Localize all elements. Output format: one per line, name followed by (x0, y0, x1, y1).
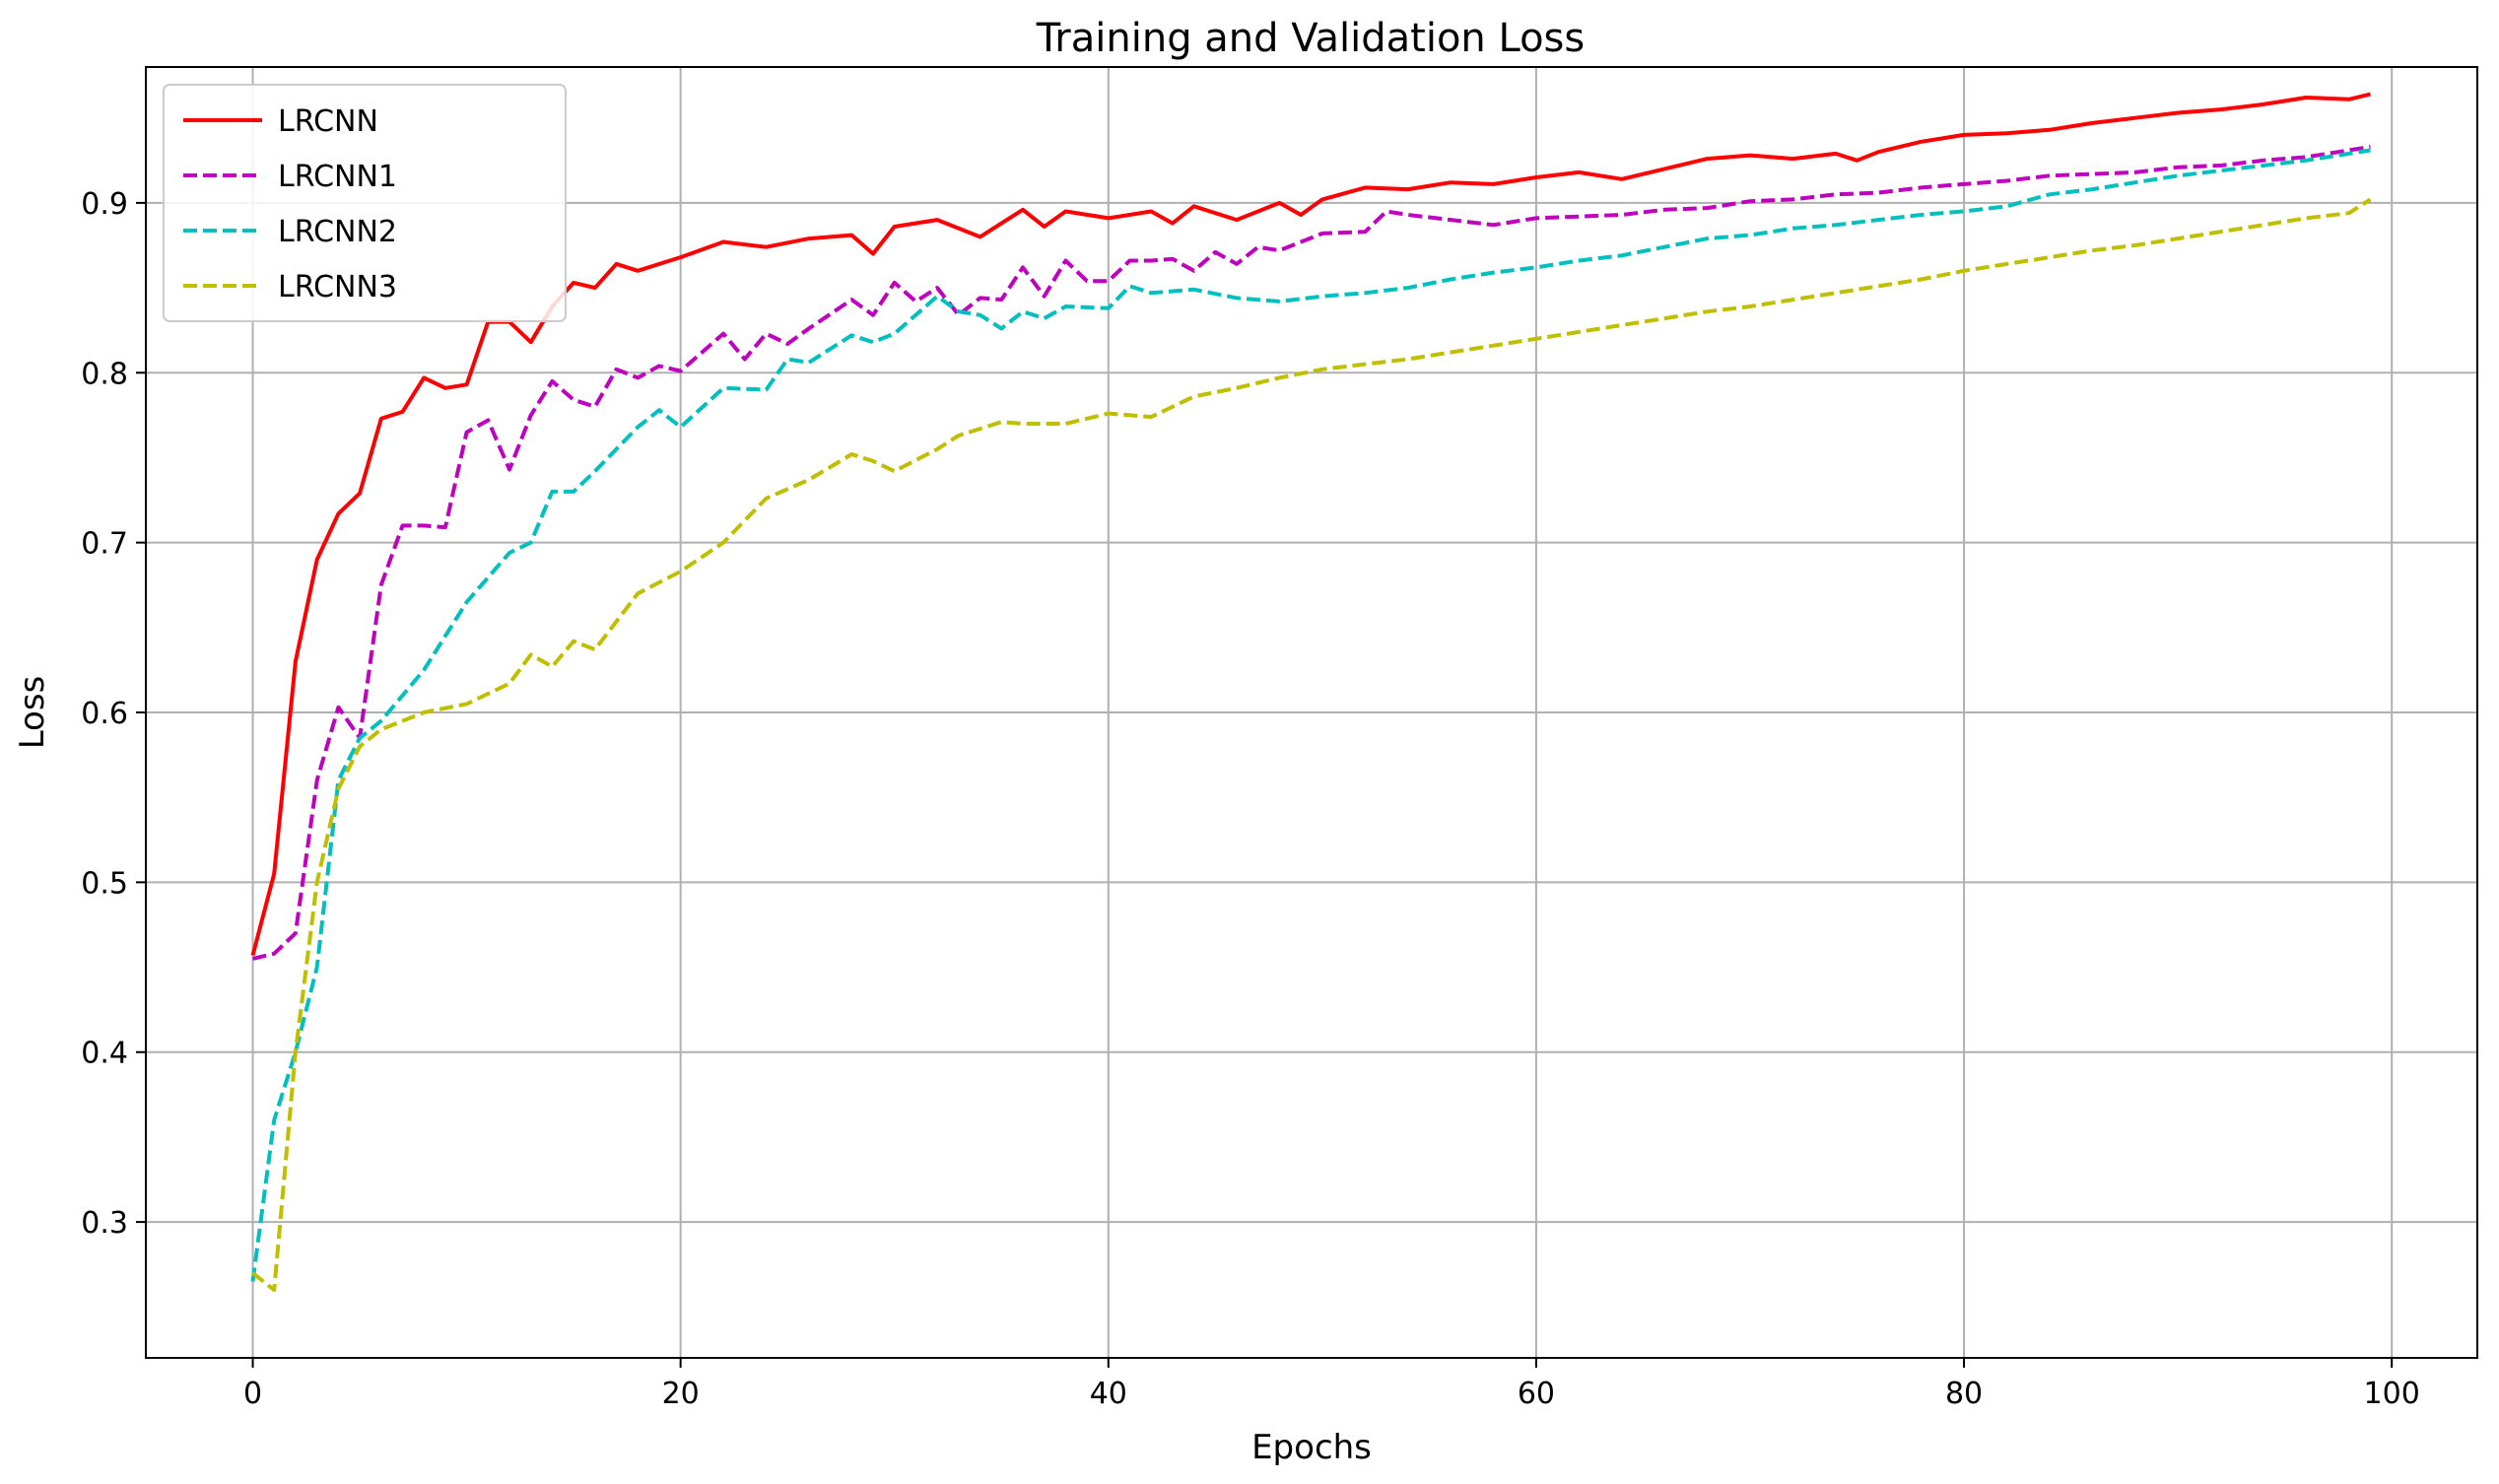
x-axis-label: Epochs (1251, 1428, 1372, 1467)
x-tick-label: 40 (1090, 1377, 1127, 1411)
legend-box (163, 84, 567, 322)
x-tick-label: 0 (243, 1377, 262, 1411)
x-tick-label: 60 (1518, 1377, 1555, 1411)
y-tick-label: 0.4 (81, 1037, 128, 1071)
y-tick-label: 0.7 (81, 527, 128, 562)
x-tick-label: 80 (1945, 1377, 1983, 1411)
y-tick-label: 0.5 (81, 866, 128, 901)
series-lines (250, 92, 2372, 1293)
y-tick-label: 0.6 (81, 697, 128, 731)
grid (146, 67, 2477, 1358)
legend-label-lrcnn2: LRCNN2 (278, 215, 397, 249)
series-line-lrcnn2 (250, 148, 2371, 1282)
x-tick-label: 100 (2364, 1377, 2420, 1411)
series-line-lrcnn3 (251, 197, 2372, 1293)
legend: LRCNN LRCNN1 LRCNN2 LRCNN3 (163, 84, 567, 322)
legend-label-lrcnn: LRCNN (278, 104, 378, 139)
legend-label-lrcnn1: LRCNN1 (278, 160, 397, 194)
legend-label-lrcnn3: LRCNN3 (278, 270, 397, 304)
y-tick-label: 0.8 (81, 357, 128, 391)
series-line-lrcnn (250, 92, 2371, 957)
y-tick-label: 0.9 (81, 187, 128, 222)
x-tick-label: 20 (662, 1377, 700, 1411)
y-axis-label: Loss (13, 676, 52, 750)
series-line-lrcnn1 (252, 145, 2371, 961)
y-tick-label: 0.3 (81, 1206, 128, 1241)
chart-title: Training and Validation Loss (1036, 16, 1585, 61)
ticks: 0 20 40 60 80 100 0.3 0.4 0.5 0.6 0.7 0.8 0.9 (81, 187, 2420, 1411)
